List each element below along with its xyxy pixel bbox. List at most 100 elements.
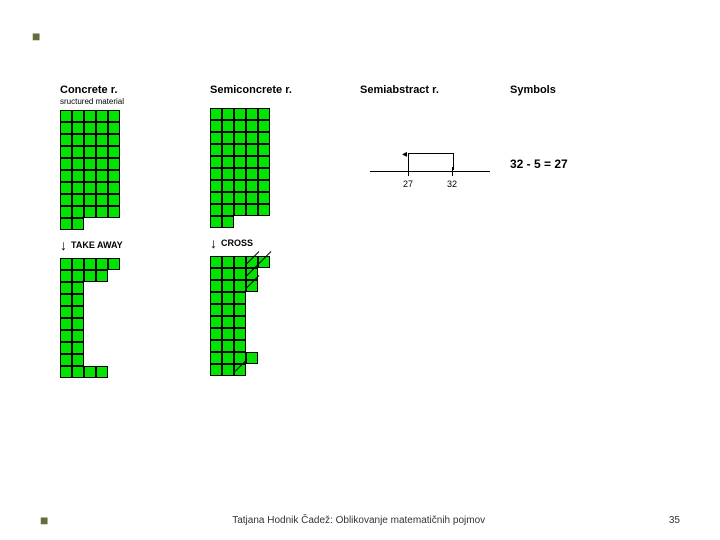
grid-cell xyxy=(222,256,234,268)
grid-cell xyxy=(222,180,234,192)
grid-cell xyxy=(258,180,270,192)
grid-cell xyxy=(96,122,108,134)
grid-cell xyxy=(60,282,72,294)
grid-cell xyxy=(108,282,120,294)
arrow-left-icon: ◂ xyxy=(402,149,407,160)
grid-cell xyxy=(96,366,108,378)
grid-cell xyxy=(234,304,246,316)
grid-cell xyxy=(60,330,72,342)
grid-cell xyxy=(72,330,84,342)
number-line-axis xyxy=(370,171,490,172)
grid-cell xyxy=(246,156,258,168)
grid-cell xyxy=(96,258,108,270)
column-semiconcrete: Semiconcrete r. ↓ CROSS xyxy=(210,84,360,460)
grid-cell xyxy=(210,352,222,364)
grid-cell xyxy=(234,328,246,340)
grid-cell xyxy=(84,134,96,146)
grid-cell xyxy=(210,108,222,120)
corner-marker-icon: ■ xyxy=(32,28,40,44)
grid-cell xyxy=(72,134,84,146)
grid-cell xyxy=(72,366,84,378)
grid-cell xyxy=(72,194,84,206)
grid-cell xyxy=(258,364,270,376)
grid-cell xyxy=(258,268,270,280)
grid-cell xyxy=(210,316,222,328)
grid-cell xyxy=(60,110,72,122)
footer-text: Tatjana Hodnik Čadež: Oblikovanje matema… xyxy=(48,515,668,526)
concrete-title: Concrete r. xyxy=(60,84,117,96)
grid-cell xyxy=(234,180,246,192)
grid-cell xyxy=(234,156,246,168)
grid-cell xyxy=(234,256,246,268)
grid-cell xyxy=(60,258,72,270)
grid-cell xyxy=(60,170,72,182)
grid-cell xyxy=(258,144,270,156)
column-symbols: Symbols 32 - 5 = 27 xyxy=(510,84,660,460)
grid-cell xyxy=(210,192,222,204)
grid-cell xyxy=(222,328,234,340)
column-concrete: Concrete r. sructured material ↓ TAKE AW… xyxy=(60,84,210,460)
grid-cell xyxy=(108,158,120,170)
grid-cell xyxy=(108,294,120,306)
grid-cell xyxy=(84,206,96,218)
grid-cell xyxy=(72,306,84,318)
grid-cell xyxy=(84,270,96,282)
grid-cell xyxy=(108,122,120,134)
grid-cell xyxy=(108,146,120,158)
grid-cell xyxy=(258,204,270,216)
grid-cell xyxy=(234,204,246,216)
grid-cell xyxy=(84,158,96,170)
grid-cell xyxy=(108,258,120,270)
grid-cell xyxy=(60,146,72,158)
number-line-label: 32 xyxy=(447,179,457,189)
grid-cell xyxy=(222,132,234,144)
grid-cell xyxy=(108,330,120,342)
content-area: Concrete r. sructured material ↓ TAKE AW… xyxy=(60,84,660,460)
grid-cell xyxy=(96,170,108,182)
grid-cell xyxy=(234,108,246,120)
grid-cell xyxy=(84,306,96,318)
grid-cell xyxy=(258,216,270,228)
grid-cell xyxy=(96,282,108,294)
grid-cell xyxy=(96,270,108,282)
grid-cell xyxy=(108,170,120,182)
grid-cell xyxy=(108,318,120,330)
grid-cell xyxy=(72,342,84,354)
grid-cell xyxy=(258,304,270,316)
grid-cell xyxy=(60,354,72,366)
grid-cell xyxy=(234,216,246,228)
grid-cell xyxy=(96,206,108,218)
grid-cell xyxy=(222,192,234,204)
grid-cell xyxy=(84,330,96,342)
grid-cell xyxy=(258,108,270,120)
grid-cell xyxy=(258,256,270,268)
grid-cell xyxy=(246,144,258,156)
grid-cell xyxy=(60,306,72,318)
grid-cell xyxy=(72,294,84,306)
cross-mark-icon xyxy=(259,257,271,269)
symbols-title: Symbols xyxy=(510,84,556,96)
grid-cell xyxy=(234,120,246,132)
grid-cell xyxy=(246,280,258,292)
grid-cell xyxy=(96,146,108,158)
grid-cell xyxy=(246,180,258,192)
grid-cell xyxy=(60,318,72,330)
grid-cell xyxy=(84,122,96,134)
grid-cell xyxy=(222,216,234,228)
grid-cell xyxy=(96,218,108,230)
grid-cell xyxy=(72,170,84,182)
grid-cell xyxy=(258,168,270,180)
grid-cell xyxy=(246,304,258,316)
arrow-down-icon: ↓ xyxy=(210,236,217,250)
grid-cell xyxy=(258,328,270,340)
grid-cell xyxy=(222,108,234,120)
grid-cell xyxy=(96,194,108,206)
grid-cell xyxy=(210,268,222,280)
grid-cell xyxy=(246,328,258,340)
semiabstract-title: Semiabstract r. xyxy=(360,84,439,96)
grid-cell xyxy=(246,316,258,328)
grid-cell xyxy=(246,256,258,268)
number-line-tick xyxy=(408,167,409,176)
grid-cell xyxy=(234,268,246,280)
grid-cell xyxy=(84,282,96,294)
